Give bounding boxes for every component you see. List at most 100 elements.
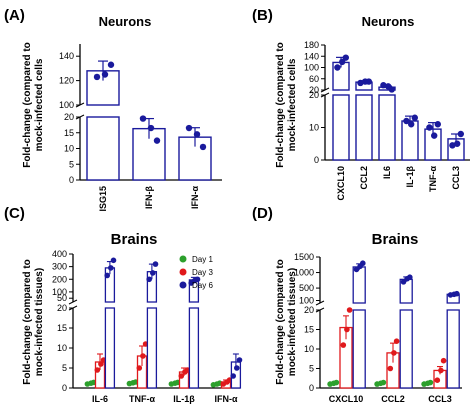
y-tick-label: 20: [57, 303, 67, 313]
panel-d: (D) Brains Fold-change (compared to mock…: [252, 205, 462, 404]
bar: [188, 307, 200, 389]
panel-a-plot: 0 5 10 15 20 100 120 140 ISG15 IFN-β IFN-α: [59, 44, 222, 212]
y-tick-label: 300: [52, 262, 67, 272]
y-tick-label: 100: [59, 100, 74, 110]
data-point: [393, 338, 400, 345]
y-tick-label: 10: [57, 343, 67, 353]
data-point: [339, 58, 346, 66]
panel-b: (B) Neurons Fold-change (compared to moc…: [252, 7, 470, 201]
data-point: [407, 274, 413, 281]
y-tick-label: 0: [62, 383, 67, 393]
x-tick-label: IL-1β: [173, 394, 195, 404]
legend-day1-marker: [179, 255, 187, 263]
bar: [355, 94, 373, 161]
x-tick-label: TNF-α: [428, 166, 438, 192]
y-tick-label: 140: [304, 51, 319, 61]
x-tick-label: IFN-β: [144, 186, 154, 209]
data-point: [387, 365, 394, 372]
bar: [332, 94, 350, 161]
y-tick-label: 120: [59, 76, 74, 86]
y-tick-label: 0: [314, 155, 319, 165]
y-tick-label: 200: [52, 274, 67, 284]
panel-a-letter: (A): [4, 7, 25, 24]
x-tick-label: ISG15: [98, 186, 108, 212]
y-tick-label: 20: [304, 305, 314, 315]
panel-d-ylabel-2: mock-infected tissues): [287, 268, 298, 376]
panel-a-ylabel-2: mock-infected cells: [34, 58, 45, 151]
data-point: [140, 353, 146, 359]
bar: [86, 116, 120, 181]
panel-b-ylabel-2: mock-infected cells: [287, 58, 298, 151]
panel-b-ylabel-1: Fold-change (compared to: [275, 42, 286, 168]
x-tick-label: IL-1β: [405, 165, 415, 187]
data-point: [234, 365, 240, 371]
x-tick-label: CCL2: [381, 394, 405, 404]
data-point: [146, 276, 152, 283]
data-point: [408, 121, 415, 128]
data-point: [454, 290, 460, 297]
y-tick-label: 5: [62, 363, 67, 373]
y-tick-label: 20: [64, 112, 74, 122]
legend-day6-label: Day 6: [192, 281, 213, 290]
data-point: [454, 140, 461, 147]
data-point: [178, 373, 185, 379]
y-tick-label: 20: [309, 90, 319, 100]
legend-day3-marker: [179, 268, 187, 276]
legend: Day 1 Day 3 Day 6: [179, 255, 213, 290]
y-tick-label: 400: [52, 249, 67, 259]
y-tick-label: 100: [304, 63, 319, 73]
legend-day6-marker: [179, 281, 187, 289]
y-tick-label: 10: [64, 144, 74, 154]
data-point: [449, 142, 456, 149]
data-point: [360, 260, 366, 267]
y-tick-label: 60: [309, 74, 319, 84]
panel-d-ylabel-1: Fold-change (compared to: [275, 259, 286, 385]
data-point: [411, 114, 418, 121]
data-point: [427, 379, 434, 386]
data-point: [194, 276, 201, 283]
x-tick-label: CXCL10: [329, 394, 364, 404]
data-point: [107, 61, 115, 68]
data-point: [230, 373, 236, 379]
y-tick-label: 1500: [294, 252, 314, 262]
data-point: [193, 131, 201, 138]
data-point: [93, 73, 101, 81]
data-point: [147, 124, 155, 132]
y-tick-label: 10: [304, 344, 314, 354]
panel-b-title: Neurons: [362, 14, 415, 29]
bar: [146, 307, 158, 389]
bar: [104, 307, 116, 389]
y-tick-label: 100: [299, 296, 314, 306]
data-point: [98, 361, 104, 367]
axis-break-mark: [315, 300, 325, 306]
data-point: [136, 365, 143, 371]
panel-a-ylabel-1: Fold-change (compared to: [22, 42, 33, 168]
bar: [446, 309, 460, 389]
x-tick-label: CCL2: [359, 166, 369, 190]
data-point: [434, 377, 441, 384]
data-point: [434, 121, 441, 128]
bar: [86, 70, 120, 106]
data-point: [153, 137, 161, 144]
legend-day1-label: Day 1: [192, 255, 213, 264]
legend-day3-label: Day 3: [192, 268, 213, 277]
bar: [352, 266, 366, 304]
panel-c-ylabel-1: Fold-change (compared to: [22, 259, 33, 385]
data-point: [344, 326, 350, 333]
data-point: [380, 82, 387, 89]
data-point: [110, 257, 117, 264]
data-point: [346, 307, 353, 313]
data-point: [426, 124, 433, 131]
panel-d-title: Brains: [372, 231, 419, 248]
x-tick-label: CXCL10: [336, 166, 346, 201]
data-point: [403, 117, 410, 125]
y-tick-label: 500: [299, 283, 314, 293]
data-point: [333, 379, 340, 386]
data-point: [185, 124, 193, 132]
y-tick-label: 0: [69, 175, 74, 185]
y-tick-label: 15: [64, 128, 74, 138]
data-point: [431, 132, 438, 139]
data-point: [340, 342, 347, 348]
y-tick-label: 140: [59, 51, 74, 61]
